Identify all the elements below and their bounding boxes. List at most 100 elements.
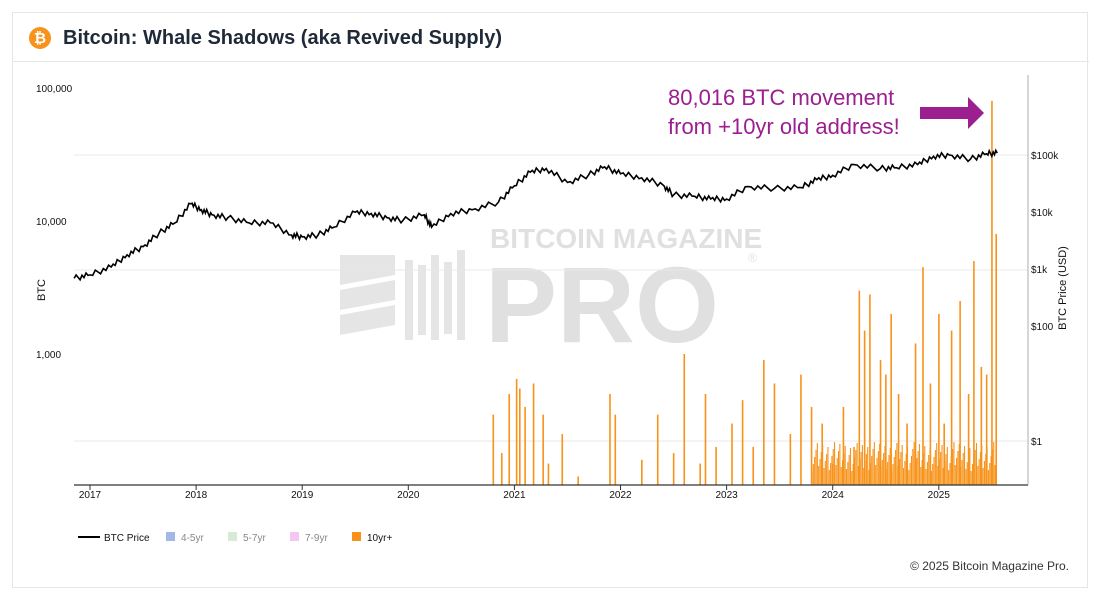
bar-10yr (867, 447, 869, 485)
bar-10yr (962, 453, 964, 485)
bar-10yr (838, 451, 840, 485)
chart-card: ₿ Bitcoin: Whale Shadows (aka Revived Su… (12, 12, 1089, 588)
annotation-line1: 80,016 BTC movement (668, 85, 894, 110)
bar-10yr (641, 459, 643, 485)
legend-item[interactable]: BTC Price (78, 533, 150, 544)
bar-10yr (938, 313, 940, 485)
bar-10yr (909, 463, 911, 485)
bar-10yr (937, 466, 939, 485)
y-left-tick-label: 1,000 (36, 350, 61, 361)
bar-10yr (672, 453, 675, 485)
bar-10yr (852, 464, 854, 485)
bar-10yr (832, 449, 834, 485)
bar-10yr (855, 450, 857, 485)
bar-10yr (864, 461, 866, 485)
bar-10yr (940, 452, 942, 485)
bar-10yr (492, 414, 495, 485)
x-tick-label: 2025 (928, 490, 951, 501)
bar-10yr (577, 476, 579, 485)
legend-swatch (228, 532, 237, 541)
bar-10yr (965, 469, 967, 485)
bar-10yr (871, 456, 873, 485)
bitcoin-logo-icon: ₿ (29, 27, 51, 49)
x-tick-label: 2024 (822, 490, 845, 501)
bar-10yr (500, 453, 503, 485)
bar-10yr (983, 461, 985, 485)
bar-10yr (980, 366, 983, 485)
bar-10yr (853, 457, 856, 485)
bar-10yr (547, 463, 550, 485)
bar-10yr (875, 465, 877, 485)
bar-10yr (957, 451, 959, 485)
bar-10yr (967, 455, 970, 485)
bar-10yr (963, 446, 966, 485)
bar-10yr (869, 463, 871, 485)
bar-10yr (763, 360, 765, 485)
bar-10yr (921, 460, 923, 485)
bar-10yr (917, 451, 919, 485)
bar-10yr (818, 466, 820, 485)
bar-10yr (904, 461, 906, 485)
bar-10yr (990, 456, 992, 485)
bar-10yr (741, 400, 744, 485)
bar-10yr (936, 443, 938, 485)
bar-10yr (960, 467, 962, 485)
bar-10yr (752, 446, 755, 485)
legend-item[interactable]: 4-5yr (166, 532, 204, 544)
legend-swatch (352, 532, 361, 541)
annotation-line2: from +10yr old address! (668, 114, 900, 139)
bar-10yr (856, 443, 858, 485)
watermark-registered-mark: ® (748, 251, 757, 265)
bar-10yr (897, 466, 899, 485)
bar-10yr (831, 456, 833, 485)
bar-10yr (715, 446, 717, 485)
legend-swatch (290, 532, 299, 541)
bar-10yr (859, 459, 861, 485)
bar-10yr (914, 343, 917, 485)
bar-10yr (683, 354, 686, 485)
legend-item[interactable]: 10yr+ (352, 532, 392, 544)
bar-10yr (834, 442, 836, 485)
bar-10yr (930, 471, 932, 485)
bar-10yr (849, 448, 852, 485)
bar-10yr (941, 445, 943, 485)
bar-10yr (857, 466, 859, 485)
legend-label: BTC Price (104, 533, 150, 544)
bar-10yr (989, 463, 991, 485)
x-axis-ticks: 2017 2018 2019 2020 2021 2022 2023 2024 2025 (79, 485, 950, 501)
x-tick-label: 2018 (185, 490, 208, 501)
bar-10yr (885, 374, 887, 485)
bar-10yr (969, 448, 971, 485)
copyright-text: © 2025 Bitcoin Magazine Pro. (910, 559, 1069, 573)
bar-10yr (841, 460, 844, 485)
bar-10yr (897, 394, 900, 485)
bar-10yr (993, 442, 995, 485)
bar-10yr (912, 449, 914, 485)
legend-item[interactable]: 7-9yr (290, 532, 328, 544)
bar-10yr (981, 445, 983, 485)
legend-item[interactable]: 5-7yr (228, 532, 266, 544)
bar-10yr (876, 458, 878, 485)
bar-10yr (892, 464, 894, 485)
bar-10yr (868, 470, 870, 485)
bar-10yr (815, 450, 817, 485)
legend-label: 4-5yr (181, 533, 204, 544)
bar-10yr (977, 466, 979, 485)
bar-10yr (995, 233, 997, 485)
bar-10yr (922, 453, 924, 485)
y-right-tick-label: $100 (1031, 322, 1054, 333)
bar-10yr (614, 414, 617, 485)
bar-10yr (932, 464, 934, 485)
bar-10yr (890, 313, 892, 485)
y-right-tick-label: $1 (1031, 437, 1043, 448)
bar-10yr (925, 469, 927, 485)
bar-10yr (949, 463, 951, 485)
bar-10yr (991, 449, 993, 485)
bar-10yr (532, 383, 535, 485)
y-right-axis-label: BTC Price (USD) (1057, 246, 1069, 330)
legend[interactable]: BTC Price 4-5yr 5-7yr 7-9yr 10yr+ (78, 532, 392, 544)
x-tick-label: 2021 (503, 490, 526, 501)
bar-10yr (891, 471, 893, 485)
bar-10yr (942, 468, 944, 485)
